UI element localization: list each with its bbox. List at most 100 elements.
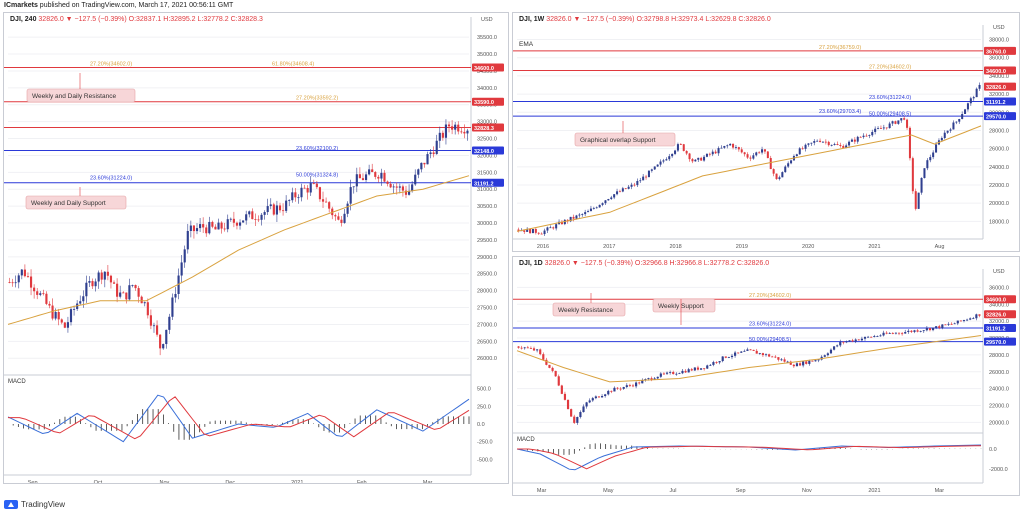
candle-body xyxy=(920,177,923,193)
candle-body xyxy=(857,339,860,341)
candle-body xyxy=(155,325,159,335)
candle-body xyxy=(309,183,312,193)
candle-body xyxy=(628,385,631,387)
candle-body xyxy=(790,160,793,164)
candle-body xyxy=(668,156,671,160)
candle-body xyxy=(371,169,374,173)
candle-body xyxy=(604,200,607,204)
candle-body xyxy=(334,215,337,217)
fib-level-label: 23.60%(32100.2) xyxy=(296,146,338,152)
candle-body xyxy=(824,141,827,143)
candle-body xyxy=(817,359,820,361)
candle-body xyxy=(432,152,435,155)
tradingview-logo[interactable]: TradingView xyxy=(4,500,65,509)
candle-body xyxy=(882,127,885,129)
candle-body xyxy=(545,359,548,365)
fib-level-label: 23.60%(29703.4) xyxy=(819,109,861,115)
candle-body xyxy=(743,350,746,352)
candle-body xyxy=(109,275,113,283)
chart-canvas[interactable]: EMA38000.036000.034000.032000.030000.028… xyxy=(513,13,1020,252)
candle-body xyxy=(8,282,11,283)
candle-body xyxy=(529,228,532,234)
candle-body xyxy=(685,150,688,154)
candle-body xyxy=(263,212,266,215)
candle-body xyxy=(827,141,830,146)
candle-body xyxy=(407,190,411,195)
candle-body xyxy=(836,144,839,145)
callout-box xyxy=(25,195,127,210)
candle-body xyxy=(621,188,624,192)
chart-panel-4h[interactable]: DJI, 240 32826.0 ▼ −127.5 (−0.39%) O:328… xyxy=(3,12,509,484)
candle-body xyxy=(42,293,45,295)
candle-body xyxy=(140,296,143,304)
candle-body xyxy=(20,269,23,276)
candle-body xyxy=(928,328,932,331)
candle-body xyxy=(922,330,925,332)
candle-body xyxy=(591,398,594,401)
candle-body xyxy=(931,327,935,331)
y-tick-label: 33500.0 xyxy=(477,103,497,109)
candle-body xyxy=(411,184,414,191)
x-tick-label: Sep xyxy=(28,480,38,484)
candle-body xyxy=(763,149,766,152)
candle-body xyxy=(802,361,805,366)
candle-body xyxy=(641,380,644,384)
candle-body xyxy=(709,364,712,366)
x-tick-label: Oct xyxy=(94,480,103,484)
chart-panel-weekly[interactable]: DJI, 1W 32826.0 ▼ −127.5 (−0.39%) O:3279… xyxy=(512,12,1020,252)
candle-body xyxy=(715,362,718,363)
candle-body xyxy=(804,144,807,149)
candle-body xyxy=(51,305,54,319)
candle-body xyxy=(386,181,389,184)
candle-body xyxy=(546,227,549,231)
candle-body xyxy=(537,232,540,234)
candle-body xyxy=(761,149,764,153)
candle-body xyxy=(575,215,578,219)
macd-label: MACD xyxy=(517,437,535,443)
price-tag xyxy=(984,82,1016,91)
candle-body xyxy=(907,330,910,333)
candle-body xyxy=(688,153,691,160)
x-tick-label: Jul xyxy=(669,488,676,494)
candle-body xyxy=(444,124,448,138)
ohlc-readout: 32826.0 ▼ −127.5 (−0.39%) O:32966.8 H:32… xyxy=(542,260,770,267)
candle-body xyxy=(466,130,469,134)
published-text: published on TradingView.com, March 17, … xyxy=(37,2,234,9)
price-tag-label: 31191.2 xyxy=(986,326,1006,332)
fib-level-label: 50.00%(31324.8) xyxy=(296,172,338,178)
candle-body xyxy=(447,124,451,127)
chart-panel-daily[interactable]: DJI, 1D 32826.0 ▼ −127.5 (−0.39%) O:3296… xyxy=(512,256,1020,496)
candle-body xyxy=(460,131,463,133)
candle-body xyxy=(36,291,39,295)
candle-body xyxy=(389,183,392,188)
chart-canvas[interactable]: 35500.0 35000.0 34500.0 34000.0 33500.0 33000… xyxy=(4,13,509,484)
candle-body xyxy=(888,123,891,129)
candle-body xyxy=(734,147,737,148)
chart-canvas[interactable]: 36000.034000.032000.030000.028000.026000… xyxy=(513,257,1020,496)
candle-body xyxy=(956,320,959,324)
y-tick-label: 29000.0 xyxy=(477,255,497,261)
candle-body xyxy=(848,340,851,342)
candle-body xyxy=(761,353,765,356)
candle-body xyxy=(949,129,952,131)
y-tick-label: 31500.0 xyxy=(477,170,497,176)
candle-body xyxy=(868,135,871,136)
candle-body xyxy=(697,157,700,160)
candle-body xyxy=(26,276,30,277)
callout-label: Weekly Resistance xyxy=(558,307,614,314)
candle-body xyxy=(737,352,740,354)
x-tick-label: 2016 xyxy=(537,244,549,250)
candle-body xyxy=(91,281,94,287)
candle-body xyxy=(708,153,711,155)
currency-label: USD xyxy=(993,25,1005,31)
candle-body xyxy=(291,192,294,201)
candle-body xyxy=(810,142,813,144)
candle-body xyxy=(845,145,848,148)
y-tick-label: 27000.0 xyxy=(477,322,497,328)
macd-tick-label: -250.0 xyxy=(477,440,493,446)
candle-body xyxy=(795,363,799,367)
candle-body xyxy=(953,323,956,325)
candle-body xyxy=(758,353,761,354)
candle-body xyxy=(807,143,810,145)
candle-body xyxy=(395,186,398,188)
